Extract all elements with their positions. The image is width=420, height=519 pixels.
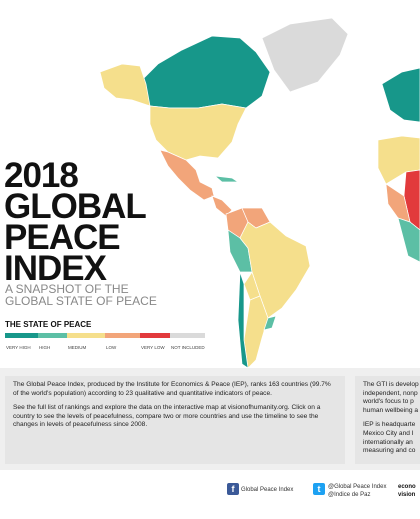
world-map <box>99 17 420 369</box>
canada <box>139 35 271 109</box>
central-africa <box>397 217 420 263</box>
subtitle-line: GLOBAL STATE OF PEACE <box>5 294 157 308</box>
subtitle: A SNAPSHOT OF THE GLOBAL STATE OF PEACE <box>5 283 157 307</box>
twitter-links[interactable]: @Global Peace Index @Indice de Paz <box>328 483 386 499</box>
twitter-handle[interactable]: @Indice de Paz <box>328 492 371 498</box>
greenland <box>261 17 349 93</box>
text-line: independent, nonp <box>363 389 418 397</box>
legend-label: NOT INCLUDED <box>171 345 205 350</box>
title-line: PEACE <box>4 218 121 257</box>
description-box: The Global Peace Index, produced by the … <box>5 376 345 464</box>
paragraph: The Global Peace Index, produced by the … <box>13 381 331 397</box>
legend-swatch <box>38 333 67 338</box>
title-line: 2018 <box>4 156 79 195</box>
text-line: human wellbeing a <box>363 406 418 414</box>
legend-swatch <box>105 333 140 338</box>
paragraph: See the full list of rankings and explor… <box>13 404 321 429</box>
legend-swatch <box>5 333 38 338</box>
twitter-icon[interactable]: t <box>313 483 325 495</box>
title: 2018 GLOBAL PEACE INDEX <box>4 156 147 288</box>
legend-label: LOW <box>106 345 117 350</box>
text-line: measuring and co <box>363 447 416 455</box>
legend-label: VERY HIGH <box>6 345 31 350</box>
text-line: Mexico City and I <box>363 429 414 437</box>
cuba <box>213 175 240 183</box>
partner: econo <box>398 484 416 490</box>
europe <box>381 67 420 123</box>
text-line: internationally an <box>363 438 413 446</box>
text-line: IEP is headquarte <box>363 421 416 429</box>
text-line: world's focus to p <box>363 398 414 406</box>
legend-heading: THE STATE OF PEACE <box>5 320 92 329</box>
alaska <box>99 63 151 107</box>
legend: VERY HIGH HIGH MEDIUM LOW VERY LOW NOT INCLUD… <box>5 333 205 350</box>
countries <box>99 17 420 369</box>
facebook-link[interactable]: Global Peace Index <box>241 487 294 493</box>
legend-swatch <box>170 333 205 338</box>
legend-label: MEDIUM <box>68 345 86 350</box>
paragraph: The GTI is develop independent, nonp world… <box>363 381 420 415</box>
title-line: GLOBAL <box>4 187 147 226</box>
text-line: The GTI is develop <box>363 381 419 388</box>
legend-swatch <box>67 333 105 338</box>
title-line: INDEX <box>4 249 107 288</box>
partner: vision <box>398 492 416 498</box>
sidebar-box: The GTI is develop independent, nonp world… <box>355 376 420 464</box>
legend-swatch <box>140 333 170 338</box>
legend-label: VERY LOW <box>141 345 165 350</box>
usa <box>149 103 247 161</box>
partner-logos: econo vision <box>398 483 416 499</box>
mexico <box>159 149 215 201</box>
uruguay <box>263 315 277 331</box>
twitter-handle[interactable]: @Global Peace Index <box>328 484 387 490</box>
legend-label: HIGH <box>39 345 50 350</box>
subtitle-line: A SNAPSHOT OF THE <box>5 282 129 296</box>
brazil <box>239 221 311 319</box>
facebook-icon[interactable]: f <box>227 483 239 495</box>
